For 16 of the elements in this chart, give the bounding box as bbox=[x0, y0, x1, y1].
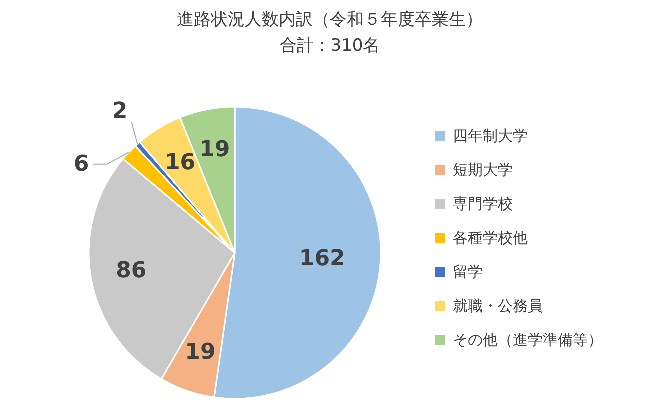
chart-subtitle: 合計：310名 bbox=[278, 35, 382, 58]
legend-label: 短期大学 bbox=[453, 160, 513, 180]
data-label: 19 bbox=[185, 340, 216, 365]
legend-label: その他（進学準備等） bbox=[453, 330, 603, 350]
chart-title: 進路状況人数内訳（令和５年度卒業生） bbox=[176, 9, 484, 32]
legend-label: 留学 bbox=[453, 262, 483, 282]
legend-label: 各種学校他 bbox=[453, 228, 528, 248]
legend-label: 就職・公務員 bbox=[453, 296, 543, 316]
data-label: 2 bbox=[112, 99, 128, 124]
data-label: 6 bbox=[74, 152, 90, 177]
data-label: 19 bbox=[200, 137, 230, 162]
data-label: 16 bbox=[164, 150, 196, 176]
data-label: 86 bbox=[116, 258, 147, 284]
data-label: 162 bbox=[299, 246, 346, 272]
legend-label: 四年制大学 bbox=[453, 126, 528, 146]
legend-label: 専門学校 bbox=[453, 194, 513, 214]
